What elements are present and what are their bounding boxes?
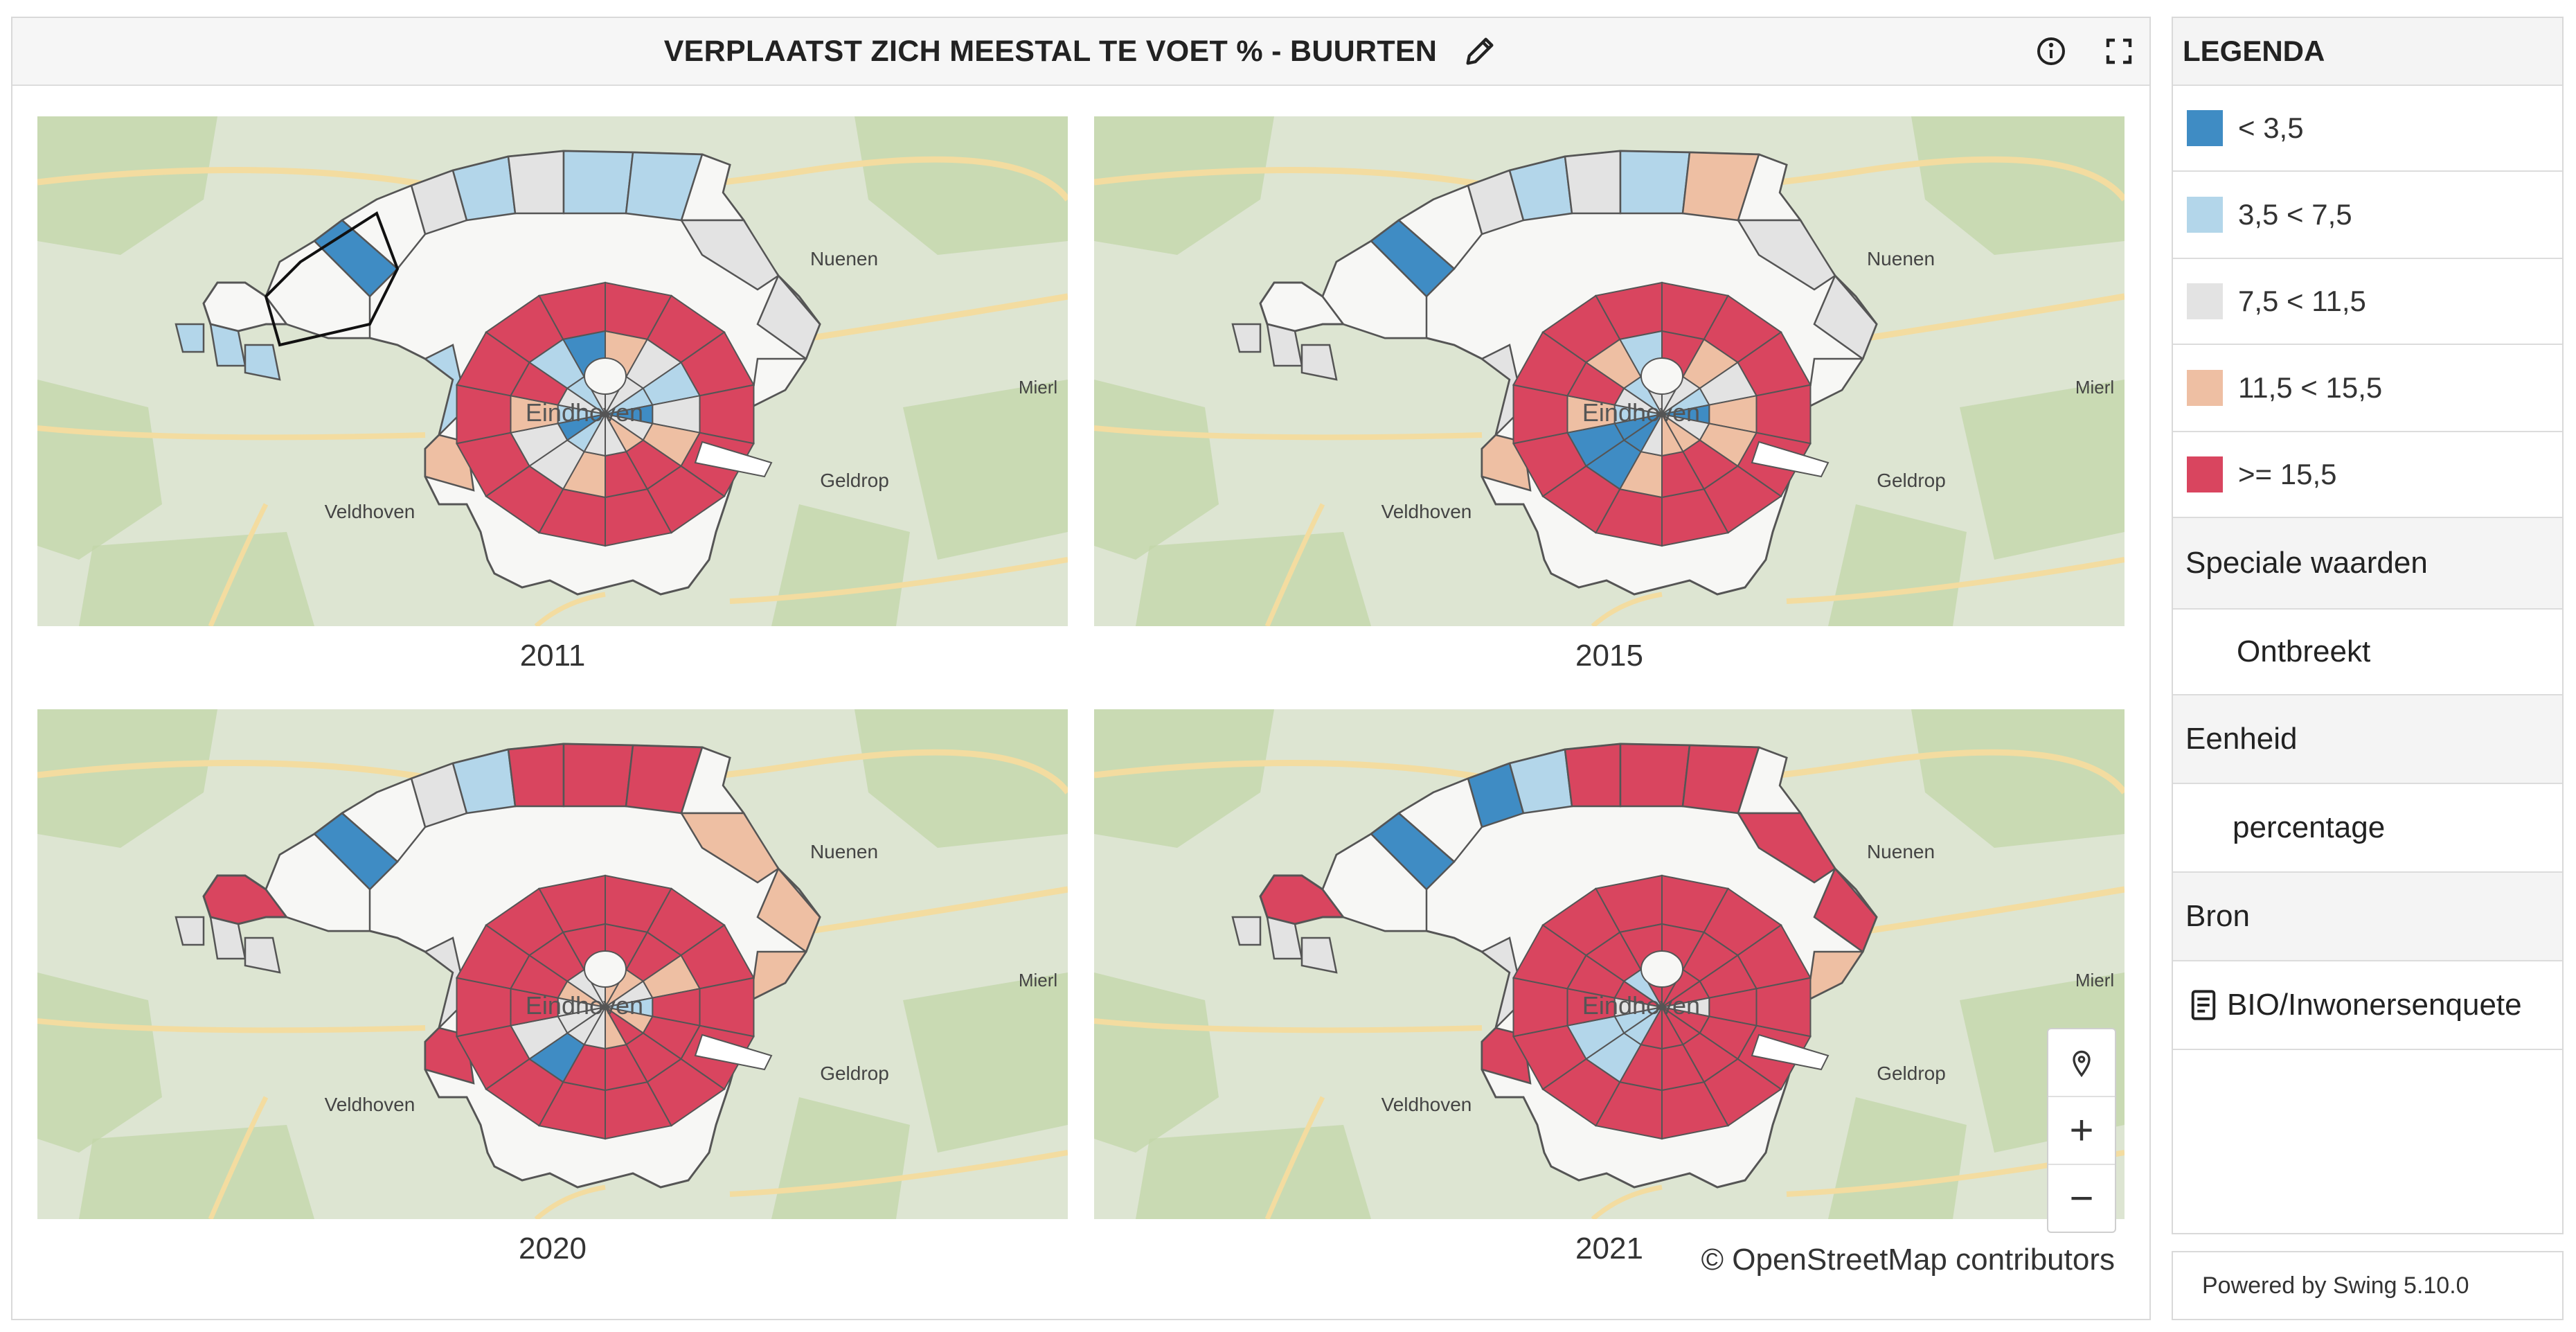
legend-class-1: < 3,5 xyxy=(2173,86,2562,172)
source-link[interactable]: BIO/Inwonersenquete xyxy=(2173,961,2562,1050)
choropleth-map[interactable]: Eindhoven Nuenen Mierl Geldrop Veldhoven xyxy=(37,116,1068,626)
special-value-missing: Ontbreekt xyxy=(2173,610,2562,695)
legend-class-label: 7,5 < 11,5 xyxy=(2238,285,2366,317)
map-view-2011[interactable]: Eindhoven Nuenen Mierl Geldrop Veldhoven 2011 xyxy=(37,116,1068,689)
place-label-city: Eindhoven xyxy=(1582,991,1700,1020)
legend-class-3: 7,5 < 11,5 xyxy=(2173,259,2562,345)
maps-grid: Eindhoven Nuenen Mierl Geldrop Veldhoven 2011… xyxy=(12,85,2149,1319)
place-label-veldhoven: Veldhoven xyxy=(325,1094,415,1115)
source-value: BIO/Inwonersenquete xyxy=(2227,988,2522,1022)
info-icon[interactable] xyxy=(2034,35,2068,68)
place-label-mierlo: Mierl xyxy=(1019,377,1057,398)
fullscreen-icon[interactable] xyxy=(2102,35,2136,68)
panel-title: VERPLAATST ZICH MEESTAL TE VOET % - BUUR… xyxy=(663,35,1438,68)
place-label-geldrop: Geldrop xyxy=(1877,470,1946,491)
map-year-label: 2021 xyxy=(1575,1232,1643,1266)
special-values-heading: Speciale waarden xyxy=(2173,518,2562,610)
legend-class-label: 11,5 < 15,5 xyxy=(2238,371,2383,404)
place-label-nuenen: Nuenen xyxy=(810,841,878,862)
map-year-label: 2011 xyxy=(519,639,586,673)
legend-class-5: >= 15,5 xyxy=(2173,432,2562,518)
legend-swatch xyxy=(2187,197,2223,233)
legend-swatch xyxy=(2187,370,2223,406)
choropleth-map[interactable]: Eindhoven Nuenen Mierl Geldrop Veldhoven xyxy=(1094,709,2125,1219)
map-year-label: 2020 xyxy=(519,1232,587,1266)
place-label-mierlo: Mierl xyxy=(2075,970,2114,991)
place-label-nuenen: Nuenen xyxy=(1867,248,1935,269)
legend-class-2: 3,5 < 7,5 xyxy=(2173,172,2562,259)
place-label-veldhoven: Veldhoven xyxy=(1381,501,1472,522)
legend-panel: LEGENDA < 3,5 3,5 < 7,5 7,5 < 11,5 11,5 … xyxy=(2172,17,2564,1234)
place-label-veldhoven: Veldhoven xyxy=(1381,1094,1472,1115)
map-view-2021[interactable]: Eindhoven Nuenen Mierl Geldrop Veldhoven 2021 xyxy=(1094,709,2125,1281)
choropleth-map[interactable]: Eindhoven Nuenen Mierl Geldrop Veldhoven xyxy=(1094,116,2125,626)
legend-class-label: 3,5 < 7,5 xyxy=(2238,198,2352,231)
zoom-out-icon: − xyxy=(2069,1175,2094,1221)
document-icon xyxy=(2191,990,2216,1020)
legend-swatch xyxy=(2187,283,2223,319)
place-label-nuenen: Nuenen xyxy=(1867,841,1935,862)
locate-button[interactable] xyxy=(2048,1029,2115,1097)
place-label-city: Eindhoven xyxy=(1582,398,1700,427)
zoom-in-icon: + xyxy=(2069,1107,2094,1153)
place-label-geldrop: Geldrop xyxy=(1877,1063,1946,1084)
place-label-city: Eindhoven xyxy=(526,398,643,427)
place-label-geldrop: Geldrop xyxy=(820,470,889,491)
map-year-label: 2015 xyxy=(1575,639,1643,673)
legend-class-label: < 3,5 xyxy=(2238,112,2304,144)
place-label-mierlo: Mierl xyxy=(1019,970,1057,991)
source-heading: Bron xyxy=(2173,873,2562,961)
map-attribution[interactable]: © OpenStreetMap contributors xyxy=(1701,1243,2115,1277)
place-label-city: Eindhoven xyxy=(526,991,643,1020)
legend-class-label: >= 15,5 xyxy=(2238,458,2337,490)
place-label-mierlo: Mierl xyxy=(2075,377,2114,398)
pencil-icon[interactable] xyxy=(1462,33,1498,69)
map-view-2020[interactable]: Eindhoven Nuenen Mierl Geldrop Veldhoven 2020 xyxy=(37,709,1068,1281)
place-label-nuenen: Nuenen xyxy=(810,248,878,269)
place-label-veldhoven: Veldhoven xyxy=(325,501,415,522)
place-label-geldrop: Geldrop xyxy=(820,1063,889,1084)
legend-swatch xyxy=(2187,110,2223,146)
choropleth-map[interactable]: Eindhoven Nuenen Mierl Geldrop Veldhoven xyxy=(37,709,1068,1219)
map-zoom-control: + − xyxy=(2047,1028,2116,1233)
legend-swatch xyxy=(2187,456,2223,492)
unit-value: percentage xyxy=(2173,784,2562,873)
zoom-in-button[interactable]: + xyxy=(2048,1097,2115,1165)
legend-class-4: 11,5 < 15,5 xyxy=(2173,345,2562,432)
map-panel: VERPLAATST ZICH MEESTAL TE VOET % - BUUR… xyxy=(11,17,2151,1320)
powered-by-footer: Powered by Swing 5.10.0 xyxy=(2172,1251,2564,1320)
panel-header: VERPLAATST ZICH MEESTAL TE VOET % - BUUR… xyxy=(12,18,2149,86)
zoom-out-button[interactable]: − xyxy=(2048,1165,2115,1232)
panel-title-row: VERPLAATST ZICH MEESTAL TE VOET % - BUUR… xyxy=(12,18,2149,85)
legend-title: LEGENDA xyxy=(2173,18,2562,86)
location-pin-icon xyxy=(2073,1050,2091,1078)
unit-heading: Eenheid xyxy=(2173,695,2562,784)
map-view-2015[interactable]: Eindhoven Nuenen Mierl Geldrop Veldhoven 2015 xyxy=(1094,116,2125,689)
